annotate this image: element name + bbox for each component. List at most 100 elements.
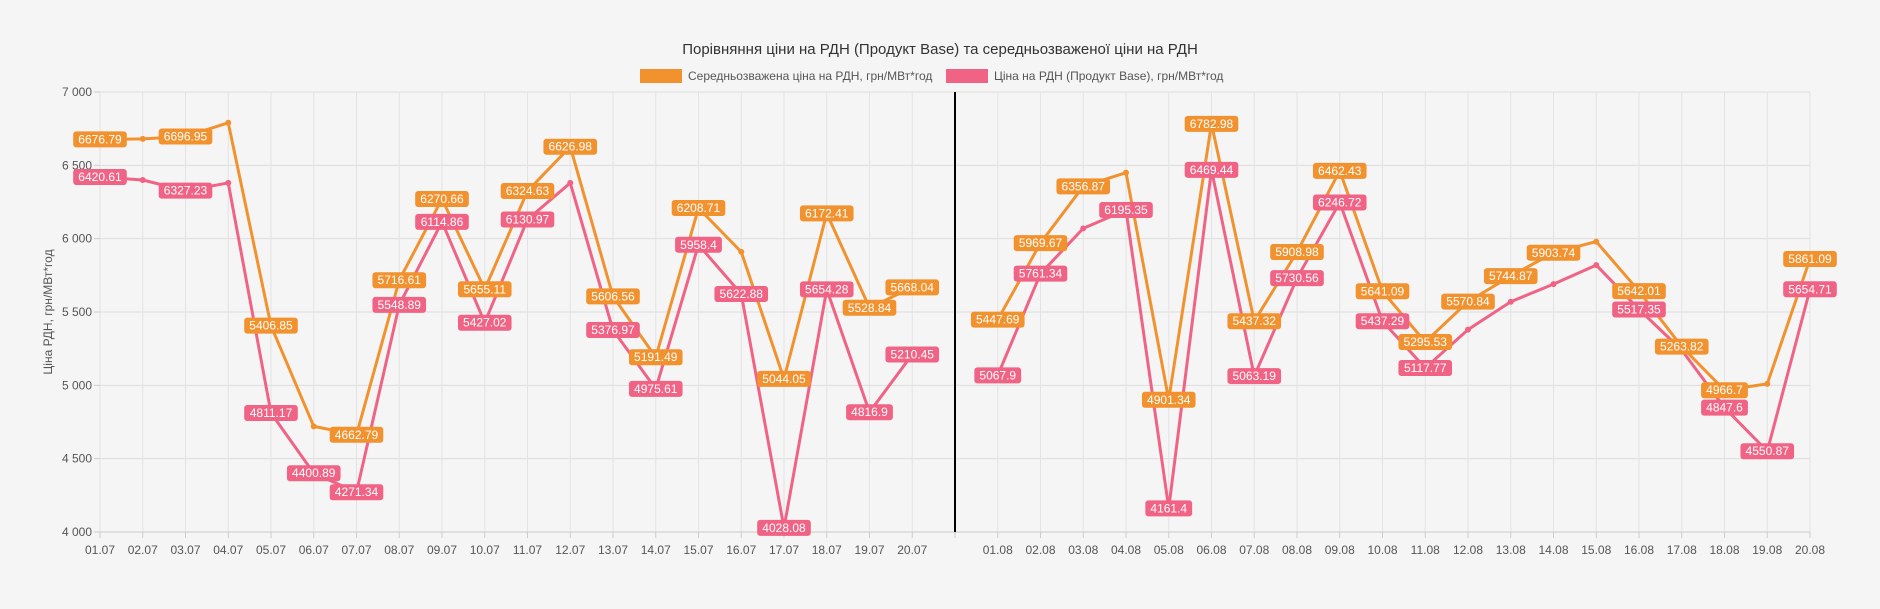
data-label-text: 5654.28 (805, 282, 849, 296)
data-label-1: 4975.61 (628, 380, 683, 397)
data-label-text: 5641.09 (1361, 284, 1405, 298)
data-label-bg (415, 190, 469, 207)
data-label-bg (1099, 202, 1153, 219)
data-label-bg (1612, 301, 1666, 318)
data-label-text: 5447.69 (976, 313, 1020, 327)
data-label-1: 5427.02 (457, 314, 512, 331)
data-point-1 (1507, 298, 1514, 305)
data-label-1: 5654.28 (799, 281, 854, 298)
x-tick-label: 08.07 (384, 543, 414, 557)
x-tick-label: 16.07 (726, 543, 756, 557)
data-label-text: 5406.85 (249, 319, 293, 333)
data-label-1: 4161.4 (1145, 500, 1193, 517)
x-tick-label: 18.08 (1709, 543, 1739, 557)
data-label-text: 5744.87 (1489, 269, 1533, 283)
data-point-0 (225, 119, 232, 126)
data-label-bg (329, 426, 384, 443)
data-label-0: 6626.98 (543, 138, 598, 155)
data-label-text: 5376.97 (591, 323, 635, 337)
data-label-1: 5958.4 (675, 236, 722, 253)
data-label-text: 5427.02 (463, 316, 507, 330)
data-label-bg (1312, 162, 1367, 179)
legend-swatch (640, 69, 682, 83)
data-label-1: 6246.72 (1312, 194, 1367, 211)
x-tick-label: 04.07 (213, 543, 243, 557)
data-label-text: 5528.84 (848, 301, 892, 315)
data-label-text: 6208.71 (677, 201, 721, 215)
data-label-bg (586, 322, 640, 339)
data-label-text: 5969.67 (1019, 236, 1063, 250)
data-point-0 (1764, 380, 1771, 387)
data-label-bg (457, 314, 512, 331)
data-label-0: 5191.49 (628, 349, 683, 366)
legend-label: Ціна на РДН (Продукт Base), грн/МВт*год (994, 69, 1223, 83)
data-label-1: 5761.34 (1013, 265, 1068, 282)
data-label-0: 5263.82 (1654, 338, 1709, 355)
data-label-bg (1013, 265, 1068, 282)
data-label-0: 6462.43 (1312, 162, 1367, 179)
axes: 4 000 4 500 5 000 5 500 6 000 6 500 7 000 01.07… (62, 85, 1825, 557)
data-label-text: 5654.71 (1788, 282, 1832, 296)
data-label-text: 5437.32 (1233, 314, 1277, 328)
data-label-0: 5447.69 (970, 311, 1025, 328)
data-label-text: 4271.34 (335, 485, 379, 499)
data-label-1: 5622.88 (714, 285, 769, 302)
data-label-bg (1312, 194, 1367, 211)
data-label-text: 4901.34 (1147, 393, 1191, 407)
data-label-1: 4550.87 (1740, 443, 1795, 460)
data-label-bg (1141, 391, 1196, 408)
data-label-1: 4400.89 (286, 465, 341, 482)
data-label-bg (842, 299, 897, 316)
data-label-text: 6327.23 (164, 184, 208, 198)
data-label-1: 5063.19 (1227, 368, 1282, 385)
data-label-1: 4816.9 (846, 404, 893, 421)
x-tick-label: 07.07 (341, 543, 371, 557)
data-label-bg (1441, 293, 1495, 310)
data-label-text: 6270.66 (420, 192, 464, 206)
data-label-text: 6469.44 (1190, 163, 1234, 177)
data-label-0: 5437.32 (1227, 313, 1282, 330)
data-label-bg (799, 281, 854, 298)
data-label-bg (628, 380, 683, 397)
x-tick-label: 13.07 (598, 543, 628, 557)
data-point-1 (567, 179, 574, 186)
data-label-text: 6324.63 (506, 184, 550, 198)
data-label-text: 5958.4 (680, 238, 717, 252)
data-label-text: 4975.61 (634, 382, 678, 396)
data-label-0: 5716.61 (372, 272, 427, 289)
data-label-0: 6356.87 (1056, 178, 1111, 195)
data-label-1: 5730.56 (1270, 270, 1324, 287)
data-label-bg (372, 296, 427, 313)
chart-title: Порівняння ціни на РДН (Продукт Base) та… (682, 41, 1198, 58)
data-label-bg (1654, 338, 1709, 355)
data-label-text: 5642.01 (1617, 284, 1661, 298)
data-point-0 (1593, 238, 1600, 245)
data-label-text: 5730.56 (1275, 271, 1319, 285)
data-label-bg (1270, 270, 1324, 287)
data-label-text: 5761.34 (1019, 267, 1063, 281)
data-label-0: 5642.01 (1612, 283, 1666, 300)
data-label-text: 5622.88 (720, 287, 764, 301)
data-label-0: 4901.34 (1141, 391, 1196, 408)
data-point-1 (139, 177, 146, 183)
data-label-bg (757, 370, 811, 387)
data-label-bg (1701, 399, 1748, 416)
data-label-bg (372, 272, 427, 289)
data-point-0 (738, 248, 745, 255)
data-label-text: 5210.45 (891, 347, 935, 361)
data-label-text: 5570.84 (1446, 295, 1490, 309)
data-label-bg (885, 346, 940, 363)
data-label-text: 6462.43 (1318, 164, 1362, 178)
data-label-bg (1526, 244, 1581, 261)
data-label-bg (158, 182, 213, 199)
data-label-text: 5295.53 (1404, 335, 1448, 349)
data-point-0 (1123, 169, 1129, 176)
data-label-text: 6782.98 (1190, 117, 1234, 131)
x-tick-label: 09.08 (1325, 543, 1355, 557)
data-label-0: 4662.79 (329, 426, 384, 443)
data-label-text: 5044.05 (762, 372, 806, 386)
x-tick-label: 12.08 (1453, 543, 1483, 557)
x-tick-label: 19.07 (854, 543, 884, 557)
data-label-0: 6696.95 (158, 128, 213, 145)
data-label-text: 4028.08 (762, 521, 806, 535)
